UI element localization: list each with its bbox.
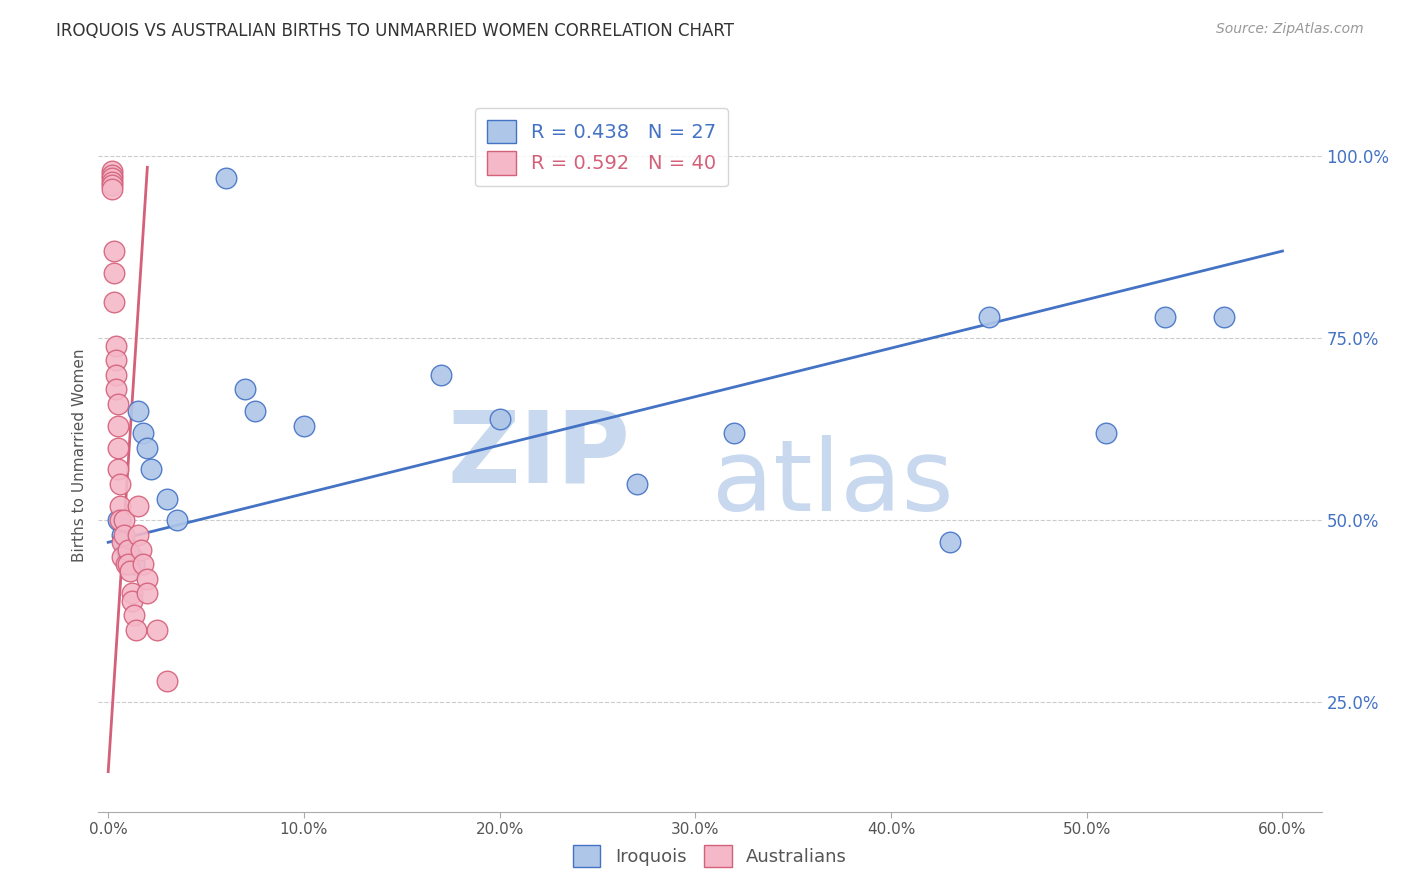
Point xyxy=(430,368,453,382)
Point xyxy=(977,310,1000,324)
Text: atlas: atlas xyxy=(711,435,953,532)
Point xyxy=(101,175,124,189)
Point xyxy=(124,623,146,637)
Point xyxy=(107,462,129,476)
Point xyxy=(112,528,135,542)
Point xyxy=(117,542,139,557)
Point xyxy=(101,168,124,182)
Point xyxy=(117,557,139,571)
Point xyxy=(127,499,149,513)
Text: IROQUOIS VS AUSTRALIAN BIRTHS TO UNMARRIED WOMEN CORRELATION CHART: IROQUOIS VS AUSTRALIAN BIRTHS TO UNMARRI… xyxy=(56,22,734,40)
Point xyxy=(107,397,129,411)
Point xyxy=(121,593,143,607)
Point xyxy=(127,404,149,418)
Point xyxy=(626,477,648,491)
Point xyxy=(111,528,134,542)
Point xyxy=(108,499,131,513)
Point xyxy=(112,513,135,527)
Point xyxy=(136,441,159,455)
Point xyxy=(166,513,188,527)
Point xyxy=(103,295,125,310)
Point xyxy=(118,549,141,564)
Point xyxy=(1212,310,1234,324)
Point xyxy=(107,513,129,527)
Point xyxy=(121,549,143,564)
Point xyxy=(214,171,236,186)
Point xyxy=(114,542,136,557)
Point xyxy=(156,491,179,506)
Point xyxy=(1154,310,1177,324)
Point xyxy=(108,513,131,527)
Point xyxy=(122,608,145,623)
Point xyxy=(101,171,124,186)
Legend: Iroquois, Australians: Iroquois, Australians xyxy=(567,838,853,874)
Point xyxy=(101,164,124,178)
Point xyxy=(292,418,315,433)
Point xyxy=(146,623,169,637)
Point xyxy=(156,673,179,688)
Point xyxy=(117,542,139,557)
Point xyxy=(132,557,155,571)
Text: ZIP: ZIP xyxy=(447,407,630,503)
Point xyxy=(107,441,129,455)
Point xyxy=(111,535,134,549)
Point xyxy=(488,411,510,425)
Point xyxy=(127,528,149,542)
Point xyxy=(1095,426,1118,441)
Point xyxy=(103,266,125,280)
Point xyxy=(101,178,124,193)
Point xyxy=(118,565,141,579)
Point xyxy=(105,368,128,382)
Point xyxy=(141,462,163,476)
Point xyxy=(112,535,135,549)
Point xyxy=(136,586,159,600)
Point xyxy=(114,557,136,571)
Y-axis label: Births to Unmarried Women: Births to Unmarried Women xyxy=(72,348,87,562)
Point xyxy=(121,586,143,600)
Point xyxy=(723,426,745,441)
Point xyxy=(101,182,124,196)
Point xyxy=(108,477,131,491)
Point xyxy=(136,572,159,586)
Point xyxy=(233,383,256,397)
Text: Source: ZipAtlas.com: Source: ZipAtlas.com xyxy=(1216,22,1364,37)
Point xyxy=(131,542,153,557)
Point xyxy=(105,339,128,353)
Point xyxy=(132,426,155,441)
Point xyxy=(103,244,125,258)
Point xyxy=(243,404,266,418)
Point xyxy=(105,353,128,368)
Point xyxy=(105,383,128,397)
Point xyxy=(939,535,962,549)
Point xyxy=(107,418,129,433)
Point xyxy=(122,557,145,571)
Point xyxy=(111,549,134,564)
